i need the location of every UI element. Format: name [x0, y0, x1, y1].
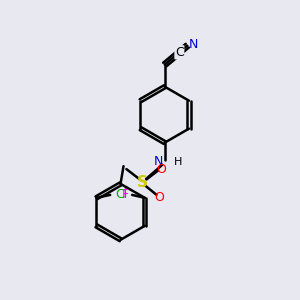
- Text: H: H: [174, 157, 182, 167]
- Text: S: S: [137, 175, 148, 190]
- Text: Cl: Cl: [116, 188, 128, 201]
- Text: N: N: [154, 155, 163, 168]
- Text: O: O: [156, 163, 166, 176]
- Text: F: F: [122, 188, 129, 201]
- Text: C: C: [175, 46, 184, 59]
- Text: N: N: [189, 38, 198, 51]
- Text: O: O: [154, 190, 164, 204]
